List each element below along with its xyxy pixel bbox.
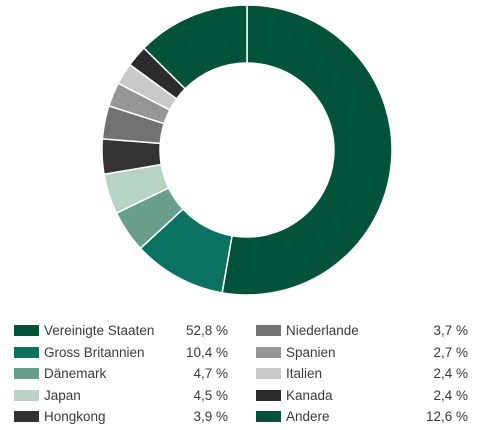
legend-right-column: Niederlande 3,7 % Spanien 2,7 % Italien … <box>256 320 468 428</box>
legend-swatch <box>14 389 39 401</box>
legend-item-daenemark: Dänemark 4,7 % <box>14 363 228 385</box>
legend-label: Niederlande <box>286 323 359 338</box>
donut-chart <box>101 4 393 296</box>
legend-item-vereinigte-staaten: Vereinigte Staaten 52,8 % <box>14 320 228 342</box>
legend-item-japan: Japan 4,5 % <box>14 385 228 407</box>
legend-label: Vereinigte Staaten <box>44 323 155 338</box>
legend-value: 12,6 % <box>425 409 468 424</box>
legend-swatch <box>256 325 281 336</box>
legend-label: Hongkong <box>44 409 106 424</box>
legend-value: 2,4 % <box>433 366 468 381</box>
legend-label: Italien <box>286 366 323 381</box>
legend-swatch <box>256 368 281 379</box>
legend-label: Japan <box>44 387 81 403</box>
legend-swatch <box>14 368 39 379</box>
legend-label: Kanada <box>286 387 333 403</box>
slice-andere <box>142 4 248 90</box>
legend-swatch <box>256 389 281 401</box>
legend-item-spanien: Spanien 2,7 % <box>256 342 468 364</box>
legend-label: Gross Britannien <box>44 344 145 360</box>
legend-swatch <box>256 346 281 358</box>
legend-value: 2,4 % <box>433 387 468 403</box>
legend-left-column: Vereinigte Staaten 52,8 % Gross Britanni… <box>14 320 228 428</box>
legend-item-niederlande: Niederlande 3,7 % <box>256 320 468 342</box>
legend-value: 4,5 % <box>193 387 228 403</box>
legend-item-hongkong: Hongkong 3,9 % <box>14 406 228 428</box>
legend-label: Spanien <box>286 344 336 360</box>
legend-value: 4,7 % <box>193 366 228 381</box>
legend-swatch <box>14 411 39 422</box>
legend-value: 52,8 % <box>185 323 228 338</box>
legend-swatch <box>14 346 39 358</box>
legend-item-gross-britannien: Gross Britannien 10,4 % <box>14 342 228 364</box>
legend-item-italien: Italien 2,4 % <box>256 363 468 385</box>
legend-value: 10,4 % <box>185 344 228 360</box>
legend-item-andere: Andere 12,6 % <box>256 406 468 428</box>
legend-label: Andere <box>286 409 330 424</box>
legend-label: Dänemark <box>44 366 107 381</box>
legend-value: 2,7 % <box>433 344 468 360</box>
legend-swatch <box>14 325 39 336</box>
legend-swatch <box>256 411 281 422</box>
legend-value: 3,9 % <box>193 409 228 424</box>
slice-vereinigte-staaten <box>221 4 393 296</box>
legend-value: 3,7 % <box>433 323 468 338</box>
legend-item-kanada: Kanada 2,4 % <box>256 385 468 407</box>
